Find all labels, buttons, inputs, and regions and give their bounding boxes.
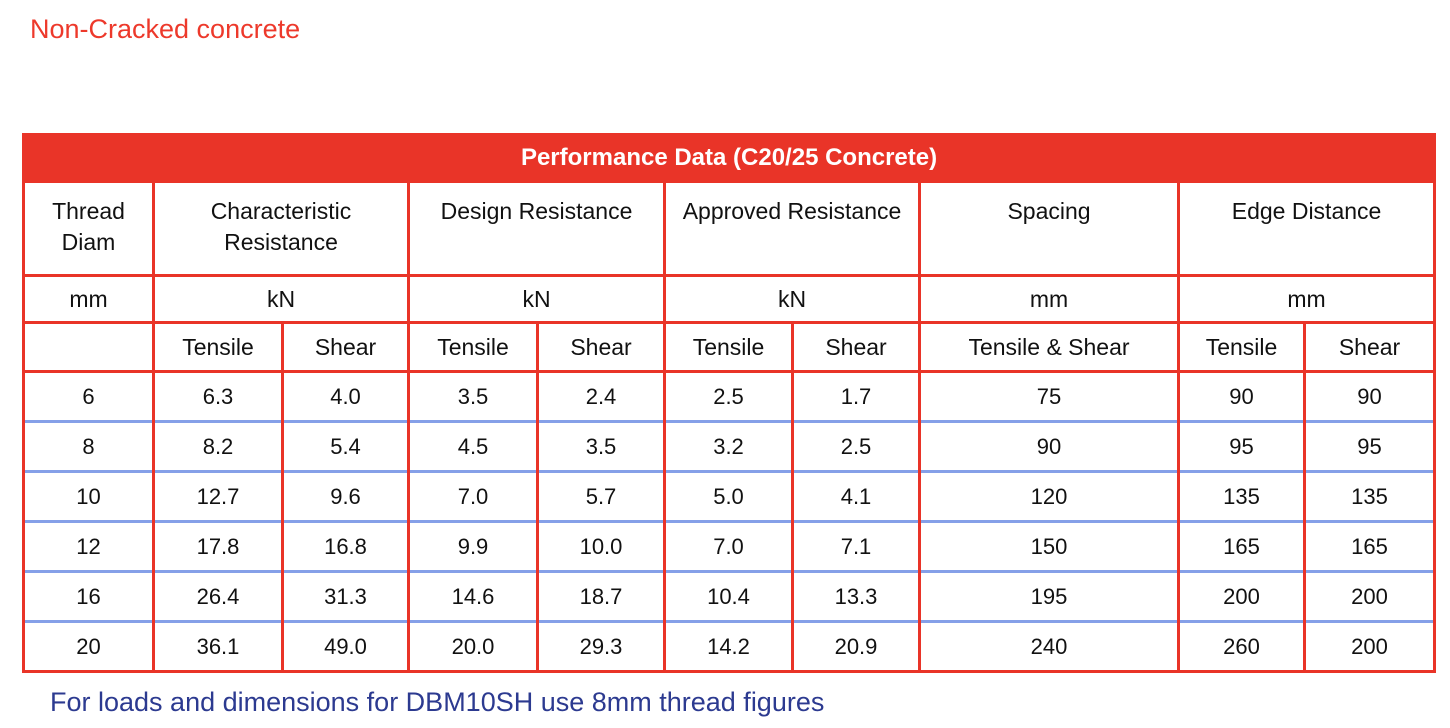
data-cell: 9.9	[407, 520, 539, 572]
table-row: 16 26.4 31.3 14.6 18.7 10.4 13.3 195 200 200	[22, 570, 1437, 622]
data-cell: 95	[1177, 420, 1306, 472]
table-title: Performance Data (C20/25 Concrete)	[21, 134, 1437, 183]
data-cell: 36.1	[152, 620, 284, 673]
column-group-edge-distance: Edge Distance	[1176, 180, 1437, 277]
column-group-design: Design Resistance	[407, 180, 666, 277]
data-cell: 120	[918, 470, 1180, 522]
data-cell: 240	[918, 620, 1180, 673]
data-cell: 200	[1177, 570, 1306, 622]
data-cell: 200	[1302, 620, 1437, 673]
column-group-spacing: Spacing	[918, 180, 1180, 277]
unit-cell: kN	[152, 275, 410, 324]
data-cell: 10	[22, 470, 155, 522]
column-group-header-row: Thread Diam Characteristic Resistance De…	[22, 180, 1437, 277]
data-cell: 200	[1302, 570, 1437, 622]
data-cell: 2.5	[791, 420, 921, 472]
data-cell: 5.0	[663, 470, 794, 522]
subcolumn-header-shear: Shear	[1302, 322, 1437, 373]
performance-data-table: Performance Data (C20/25 Concrete) Threa…	[21, 133, 1437, 673]
column-group-thread-diam: Thread Diam	[22, 180, 155, 277]
data-cell: 4.0	[281, 370, 410, 422]
subcolumn-header-row: Tensile Shear Tensile Shear Tensile Shea…	[22, 322, 1437, 373]
data-cell: 31.3	[281, 570, 410, 622]
table-row: 20 36.1 49.0 20.0 29.3 14.2 20.9 240 260 200	[22, 620, 1437, 673]
data-cell: 7.0	[407, 470, 539, 522]
data-cell: 135	[1177, 470, 1306, 522]
unit-cell: kN	[407, 275, 666, 324]
data-cell: 95	[1302, 420, 1437, 472]
data-cell: 4.1	[791, 470, 921, 522]
data-cell: 49.0	[281, 620, 410, 673]
data-cell: 5.4	[281, 420, 410, 472]
data-cell: 8	[22, 420, 155, 472]
data-cell: 16.8	[281, 520, 410, 572]
data-cell: 90	[1177, 370, 1306, 422]
data-cell: 8.2	[152, 420, 284, 472]
data-cell: 9.6	[281, 470, 410, 522]
table-body: 6 6.3 4.0 3.5 2.4 2.5 1.7 75 90 90 8 8.2 5.4 4.5 3.5 3.…	[22, 370, 1437, 673]
data-cell: 26.4	[152, 570, 284, 622]
data-cell: 4.5	[407, 420, 539, 472]
data-cell: 135	[1302, 470, 1437, 522]
footnote: For loads and dimensions for DBM10SH use…	[50, 687, 825, 717]
data-cell: 165	[1177, 520, 1306, 572]
data-cell: 20.9	[791, 620, 921, 673]
data-cell: 7.0	[663, 520, 794, 572]
subcolumn-header-tensile: Tensile	[1177, 322, 1306, 373]
data-cell: 10.0	[536, 520, 666, 572]
data-cell: 18.7	[536, 570, 666, 622]
data-cell: 165	[1302, 520, 1437, 572]
data-cell: 29.3	[536, 620, 666, 673]
unit-cell: mm	[22, 275, 155, 324]
data-cell: 13.3	[791, 570, 921, 622]
data-cell: 20.0	[407, 620, 539, 673]
subcolumn-header-tensile: Tensile	[407, 322, 539, 373]
subcolumn-header-tensile-shear: Tensile & Shear	[918, 322, 1180, 373]
data-cell: 20	[22, 620, 155, 673]
data-cell: 2.5	[663, 370, 794, 422]
data-cell: 14.2	[663, 620, 794, 673]
data-cell: 6	[22, 370, 155, 422]
data-cell: 7.1	[791, 520, 921, 572]
data-cell: 14.6	[407, 570, 539, 622]
subcolumn-header-shear: Shear	[791, 322, 921, 373]
table-row: 10 12.7 9.6 7.0 5.7 5.0 4.1 120 135 135	[22, 470, 1437, 522]
subcolumn-header-tensile: Tensile	[152, 322, 284, 373]
table-row: 8 8.2 5.4 4.5 3.5 3.2 2.5 90 95 95	[22, 420, 1437, 472]
unit-cell: mm	[918, 275, 1180, 324]
units-row: mm kN kN kN mm mm	[22, 275, 1437, 324]
unit-cell: mm	[1176, 275, 1437, 324]
column-group-approved: Approved Resistance	[663, 180, 921, 277]
subcolumn-header-blank	[22, 322, 155, 373]
data-cell: 2.4	[536, 370, 666, 422]
data-cell: 5.7	[536, 470, 666, 522]
data-cell: 6.3	[152, 370, 284, 422]
data-cell: 75	[918, 370, 1180, 422]
data-cell: 1.7	[791, 370, 921, 422]
data-cell: 3.5	[536, 420, 666, 472]
data-cell: 12	[22, 520, 155, 572]
data-cell: 90	[1302, 370, 1437, 422]
data-cell: 195	[918, 570, 1180, 622]
subcolumn-header-shear: Shear	[281, 322, 410, 373]
data-cell: 10.4	[663, 570, 794, 622]
data-cell: 150	[918, 520, 1180, 572]
data-cell: 17.8	[152, 520, 284, 572]
data-cell: 12.7	[152, 470, 284, 522]
page-title: Non-Cracked concrete	[30, 14, 301, 44]
subcolumn-header-tensile: Tensile	[663, 322, 794, 373]
data-cell: 90	[918, 420, 1180, 472]
table-row: 6 6.3 4.0 3.5 2.4 2.5 1.7 75 90 90	[22, 370, 1437, 422]
column-group-characteristic: Characteristic Resistance	[152, 180, 410, 277]
unit-cell: kN	[663, 275, 921, 324]
data-cell: 3.5	[407, 370, 539, 422]
table-title-row: Performance Data (C20/25 Concrete)	[21, 134, 1437, 183]
data-cell: 3.2	[663, 420, 794, 472]
table-row: 12 17.8 16.8 9.9 10.0 7.0 7.1 150 165 165	[22, 520, 1437, 572]
subcolumn-header-shear: Shear	[536, 322, 666, 373]
data-cell: 260	[1177, 620, 1306, 673]
data-cell: 16	[22, 570, 155, 622]
